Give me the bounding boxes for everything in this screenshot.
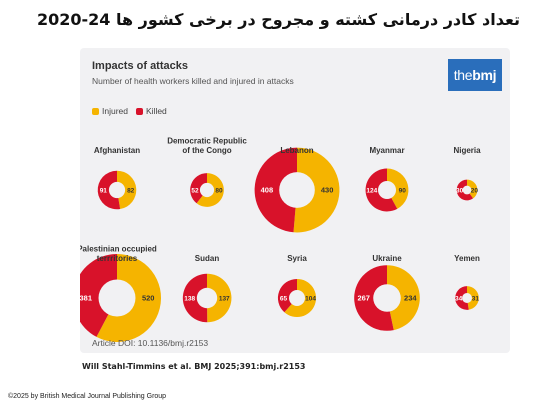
country-label-yemen: Yemen (454, 254, 480, 263)
country-label-afghanistan: Afghanistan (94, 146, 140, 155)
slice-killed-yemen (455, 286, 469, 310)
country-label-syria: Syria (287, 254, 307, 263)
copyright: ©2025 by British Medical Journal Publish… (8, 393, 167, 400)
label-injured-syria: 104 (305, 295, 316, 302)
label-injured-yemen: 31 (472, 295, 480, 302)
logo-text-bmj: bmj (472, 67, 497, 83)
label-injured-nigeria: 20 (471, 187, 479, 194)
donut-chart-grid: 82 91 Afghanistan 80 52 Democratic Republicof… (80, 137, 481, 342)
slice-injured-afghanistan (117, 170, 137, 210)
donut-myanmar: 90 124 Myanmar (365, 146, 409, 212)
slice-injured-ukraine (387, 265, 420, 331)
label-injured-palestinian-occupied-terrritories: 520 (142, 294, 155, 303)
country-label-palestinian-occupied-terrritories: Palestinian occupied (80, 245, 157, 254)
donut-hole-myanmar (377, 180, 397, 200)
slice-injured-lebanon (293, 147, 340, 233)
label-killed-syria: 65 (280, 295, 288, 302)
chart-title: Impacts of attacks (92, 60, 188, 72)
country-label-democratic-republic-of-the-congo: of the Congo (182, 146, 231, 155)
page-title: تعداد کادر درمانی کشته و مجروح در برخی ک… (36, 10, 520, 29)
slice-killed-palestinian-occupied-terrritories (80, 254, 117, 337)
donut-hole-nigeria (462, 185, 472, 195)
donut-syria: 104 65 Syria (277, 254, 316, 318)
label-injured-lebanon: 430 (321, 186, 334, 195)
label-killed-sudan: 138 (184, 295, 195, 302)
country-label-myanmar: Myanmar (369, 146, 404, 155)
logo-text-the: the (453, 67, 473, 83)
country-label-democratic-republic-of-the-congo: Democratic Republic (167, 137, 247, 146)
donut-afghanistan: 82 91 Afghanistan (94, 146, 140, 210)
slice-injured-nigeria (467, 179, 478, 199)
donut-hole-democratic-republic-of-the-congo (199, 182, 215, 198)
country-label-lebanon: Lebanon (280, 146, 313, 155)
label-killed-democratic-republic-of-the-congo: 52 (191, 187, 199, 194)
legend-swatch-injured (92, 107, 99, 115)
chart-subtitle: Number of health workers killed and inju… (92, 76, 294, 86)
legend-item-injured: Injured (92, 106, 128, 116)
label-injured-afghanistan: 82 (127, 187, 135, 194)
citation: Will Stahl-Timmins et al. BMJ 2025;391:b… (82, 362, 306, 371)
article-doi: Article DOI: 10.1136/bmj.r2153 (92, 338, 209, 348)
donut-hole-palestinian-occupied-terrritories (98, 279, 136, 317)
donut-hole-lebanon (279, 172, 315, 208)
label-injured-sudan: 137 (219, 295, 230, 302)
donut-sudan: 137 138 Sudan (182, 254, 232, 323)
legend-label-injured: Injured (102, 106, 128, 116)
country-label-sudan: Sudan (195, 254, 220, 263)
donut-ukraine: 234 267 Ukraine (354, 254, 420, 331)
bmj-logo: the bmj (448, 59, 502, 91)
donut-nigeria: 20 30 Nigeria (453, 146, 481, 201)
label-killed-nigeria: 30 (456, 187, 464, 194)
label-injured-democratic-republic-of-the-congo: 80 (215, 187, 223, 194)
donut-hole-syria (288, 289, 306, 307)
label-killed-ukraine: 267 (357, 294, 370, 303)
label-killed-afghanistan: 91 (100, 187, 108, 194)
legend-item-killed: Killed (136, 106, 167, 116)
label-killed-myanmar: 124 (366, 187, 377, 194)
chart-legend: Injured Killed (92, 106, 167, 116)
legend-label-killed: Killed (146, 106, 167, 116)
donut-hole-yemen (462, 293, 472, 303)
donut-hole-sudan (196, 287, 218, 309)
donut-yemen: 31 34 Yemen (454, 254, 480, 310)
label-killed-yemen: 34 (455, 295, 463, 302)
slice-injured-sudan (207, 273, 232, 323)
label-killed-palestinian-occupied-terrritories: 381 (80, 294, 92, 303)
slice-killed-democratic-republic-of-the-congo (190, 173, 207, 204)
infographic-card: Impacts of attacks Number of health work… (80, 48, 510, 353)
label-injured-myanmar: 90 (399, 187, 407, 194)
donut-hole-afghanistan (108, 181, 126, 199)
donut-hole-ukraine (373, 284, 401, 312)
slice-injured-myanmar (387, 168, 409, 209)
label-killed-lebanon: 408 (261, 186, 274, 195)
slice-killed-sudan (182, 273, 208, 323)
country-label-nigeria: Nigeria (453, 146, 481, 155)
country-label-palestinian-occupied-terrritories: terrritories (97, 254, 138, 263)
country-label-ukraine: Ukraine (372, 254, 402, 263)
slice-killed-lebanon (254, 147, 297, 233)
slice-killed-syria (277, 278, 297, 313)
slice-injured-yemen (467, 286, 479, 310)
legend-swatch-killed (136, 107, 143, 115)
donut-lebanon: 430 408 Lebanon (254, 146, 340, 233)
label-injured-ukraine: 234 (404, 294, 417, 303)
